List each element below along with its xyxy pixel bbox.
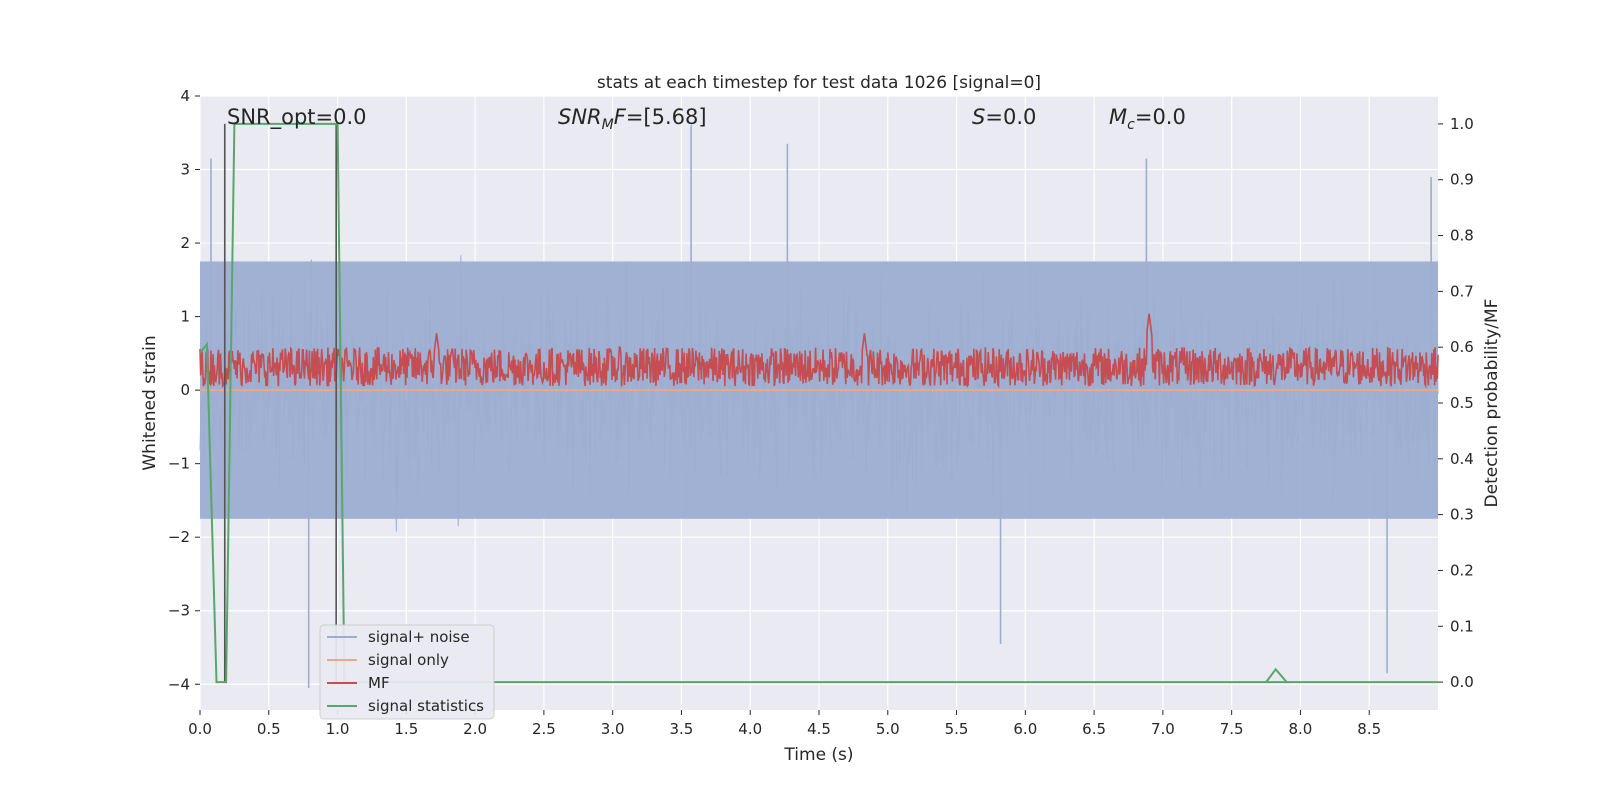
legend-box <box>319 624 495 720</box>
right-y-tick-label: 0.7 <box>1450 282 1474 300</box>
annotation-s: S=0.0 <box>972 105 1036 129</box>
x-tick-label: 1.0 <box>326 720 350 738</box>
x-tick-label: 5.0 <box>876 720 900 738</box>
right-y-tick-label: 0.5 <box>1450 394 1474 412</box>
right-y-tick-label: 1.0 <box>1450 115 1474 133</box>
x-axis-ticks: 0.0 0.5 1.0 1.5 2.0 2.5 3.0 3.5 4.0 4.5 5.0 5.5 6.0 6… <box>188 710 1381 738</box>
x-tick-label: 7.5 <box>1220 720 1244 738</box>
x-tick-label: 7.0 <box>1151 720 1175 738</box>
right-y-axis-ticks: 1.0 0.9 0.8 0.7 0.6 0.5 0.4 0.3 0.2 0.1 0.0 <box>1438 115 1474 691</box>
left-y-axis-ticks: 4 3 2 1 0 −1 −2 −3 −4 <box>168 87 200 693</box>
right-y-tick-label: 0.3 <box>1450 506 1474 524</box>
legend-label-signal-statistics: signal statistics <box>368 697 484 715</box>
x-axis-label: Time (s) <box>783 745 853 765</box>
legend-label-mf: MF <box>368 674 390 692</box>
x-tick-label: 0.0 <box>188 720 212 738</box>
mf-series <box>199 313 1439 389</box>
left-y-tick-label: −3 <box>168 602 190 620</box>
right-y-tick-label: 0.9 <box>1450 171 1474 189</box>
legend: signal+ noise signal only MF signal stat… <box>319 624 495 720</box>
chart-title: stats at each timestep for test data 102… <box>597 73 1041 93</box>
left-y-tick-label: −1 <box>168 455 190 473</box>
x-tick-label: 4.5 <box>807 720 831 738</box>
left-y-tick-label: 2 <box>180 234 190 252</box>
x-tick-label: 5.5 <box>945 720 969 738</box>
right-y-tick-label: 0.0 <box>1450 673 1474 691</box>
vertical-markers <box>223 123 337 683</box>
x-tick-label: 4.0 <box>738 720 762 738</box>
annotation-snr-mf: SNRMF=[5.68] <box>558 105 707 133</box>
x-tick-label: 2.5 <box>532 720 556 738</box>
left-y-axis-label: Whitened strain <box>140 335 160 470</box>
left-y-tick-label: 3 <box>180 161 190 179</box>
x-tick-label: 8.5 <box>1357 720 1381 738</box>
left-y-tick-label: 0 <box>180 381 190 399</box>
right-y-tick-label: 0.6 <box>1450 338 1474 356</box>
x-tick-label: 3.0 <box>601 720 625 738</box>
mf-trace <box>199 313 1439 389</box>
left-y-tick-label: −2 <box>168 528 190 546</box>
legend-label-signal-only: signal only <box>368 651 449 669</box>
right-y-tick-label: 0.1 <box>1450 617 1474 635</box>
left-y-tick-label: 1 <box>180 308 190 326</box>
right-y-tick-label: 0.4 <box>1450 450 1474 468</box>
annotation-snr-opt: SNR_opt=0.0 <box>227 105 367 130</box>
left-y-tick-label: 4 <box>180 87 190 105</box>
right-y-tick-label: 0.8 <box>1450 227 1474 245</box>
annotation-mc: Mc=0.0 <box>1109 105 1186 133</box>
right-y-axis-label: Detection probability/MF <box>1482 299 1502 508</box>
x-tick-label: 2.0 <box>463 720 487 738</box>
x-tick-label: 0.5 <box>257 720 281 738</box>
x-tick-label: 8.0 <box>1289 720 1313 738</box>
signal-statistics-bump <box>1265 667 1288 683</box>
x-tick-label: 6.0 <box>1013 720 1037 738</box>
x-tick-label: 1.5 <box>394 720 418 738</box>
right-y-tick-label: 0.2 <box>1450 561 1474 579</box>
x-tick-label: 3.5 <box>670 720 694 738</box>
legend-label-signal-noise: signal+ noise <box>368 628 470 646</box>
left-y-tick-label: −4 <box>168 675 190 693</box>
x-tick-label: 6.5 <box>1082 720 1106 738</box>
